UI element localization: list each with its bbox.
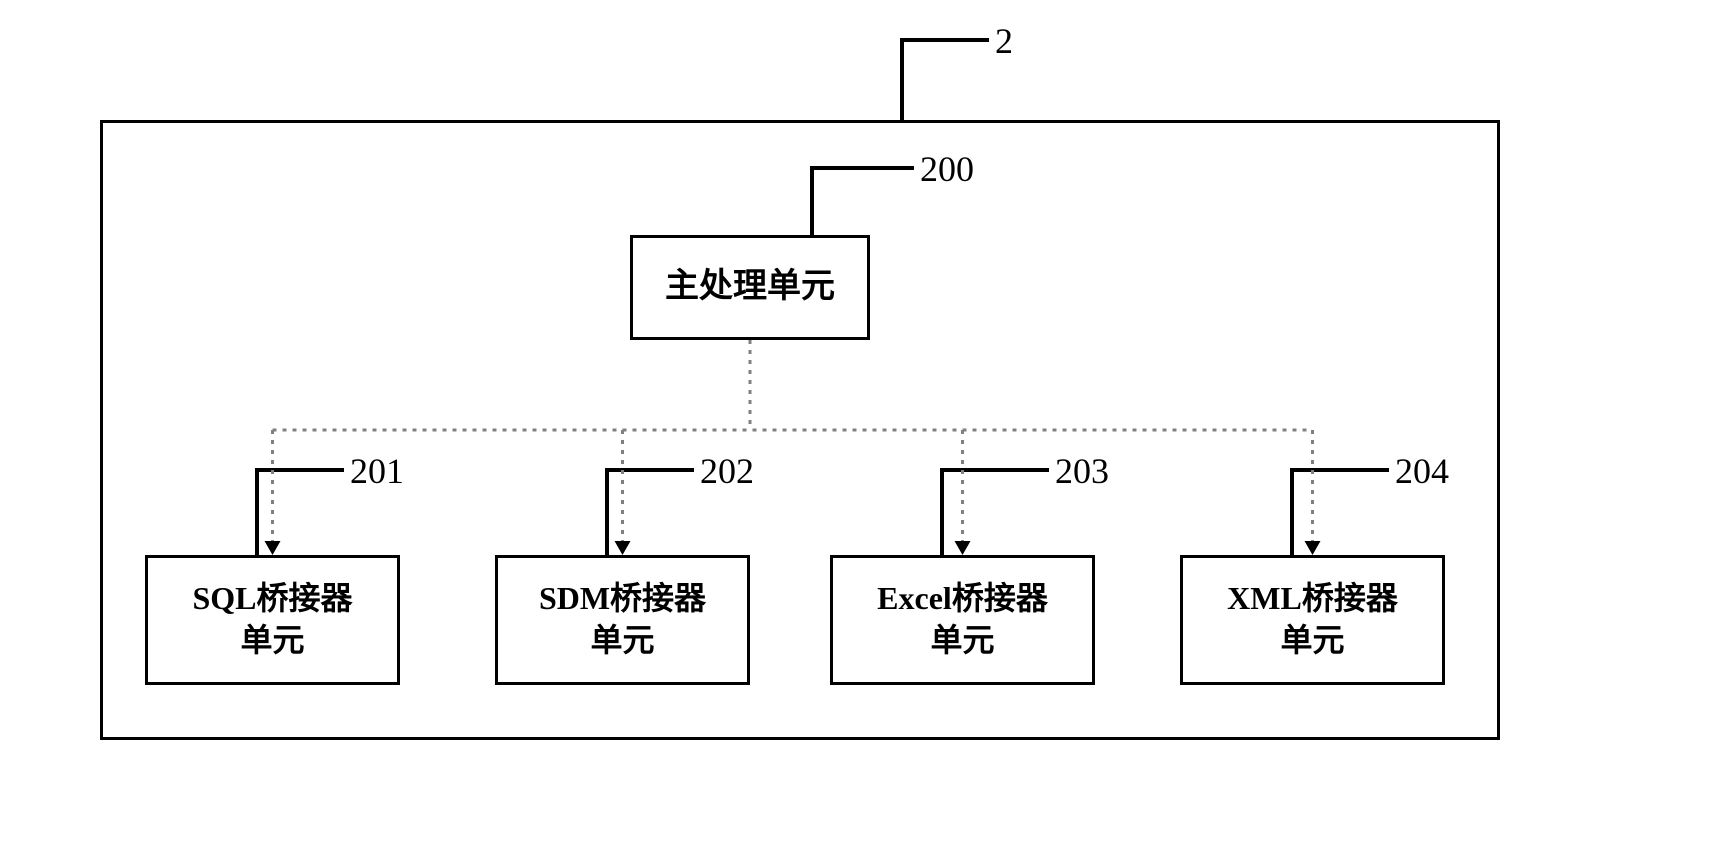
connector-svg: [0, 0, 1726, 851]
